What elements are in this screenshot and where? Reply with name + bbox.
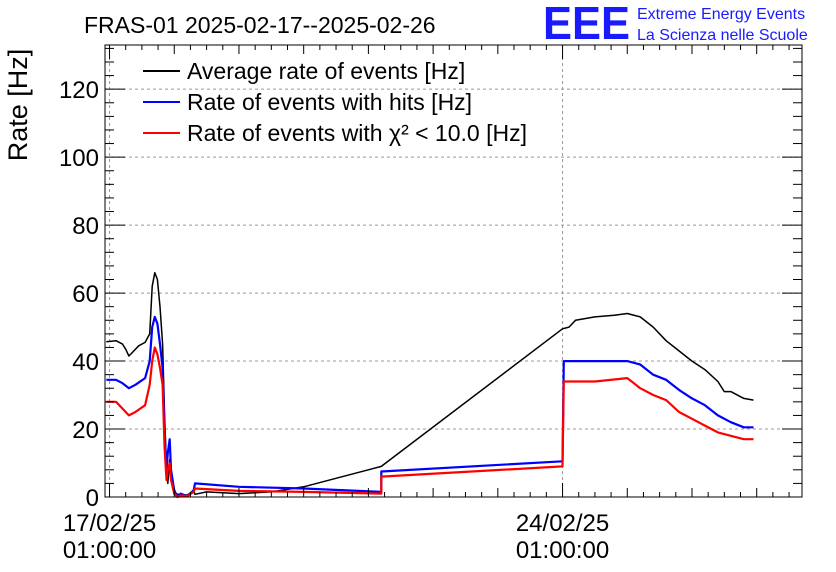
plot-frame xyxy=(104,44,803,498)
x-tick-label: 01:00:00 xyxy=(63,537,156,564)
y-tick-label: 80 xyxy=(72,213,99,240)
y-tick-label: 0 xyxy=(86,485,99,512)
logo-line-1: Extreme Energy Events xyxy=(637,6,805,23)
legend-label-2: Rate of events with hits [Hz] xyxy=(187,89,472,115)
x-tick-label: 17/02/25 xyxy=(63,510,156,537)
logo-mark: EEE xyxy=(543,0,630,49)
chart-title: FRAS-01 2025-02-17--2025-02-26 xyxy=(84,12,436,38)
x-tick-label: 24/02/25 xyxy=(516,510,609,537)
y-tick-label: 20 xyxy=(72,417,99,444)
legend: Average rate of events [Hz] Rate of event… xyxy=(143,58,527,146)
grid-lines xyxy=(105,45,802,497)
series-line-2 xyxy=(106,315,754,499)
series-line-3 xyxy=(106,346,754,499)
logo-line-2: La Scienza nelle Scuole xyxy=(637,27,808,44)
x-tick-label: 01:00:00 xyxy=(516,537,609,564)
y-tick-label: 40 xyxy=(72,349,99,376)
y-axis-label: Rate [Hz] xyxy=(3,49,33,162)
legend-label-3: Rate of events with χ² < 10.0 [Hz] xyxy=(187,120,527,146)
legend-label-1: Average rate of events [Hz] xyxy=(187,58,465,84)
series-line-1 xyxy=(106,271,754,496)
eee-logo: EEE Extreme Energy Events La Scienza nel… xyxy=(543,0,808,49)
series-layer xyxy=(106,271,754,499)
y-tick-label: 120 xyxy=(59,77,99,104)
y-tick-label: 60 xyxy=(72,281,99,308)
y-tick-label: 100 xyxy=(59,145,99,172)
tick-labels: 02040608010012017/02/2501:00:0024/02/250… xyxy=(59,77,609,564)
